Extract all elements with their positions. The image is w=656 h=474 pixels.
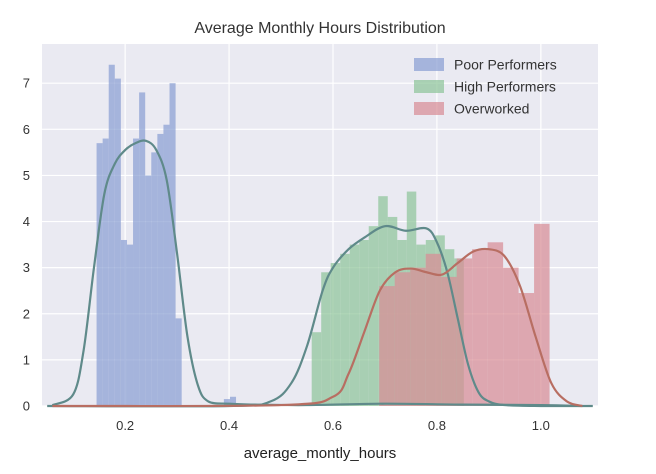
histogram-bar — [368, 226, 379, 406]
histogram-bar — [114, 78, 121, 406]
histogram-bar — [139, 92, 146, 406]
x-tick-labels: 0.2 0.4 0.6 0.8 1.0 — [116, 418, 550, 433]
legend-swatch — [414, 102, 444, 115]
histogram-bar — [503, 267, 519, 406]
y-tick-label: 5 — [23, 168, 30, 183]
legend-label: Poor Performers — [454, 57, 557, 73]
histogram-bar — [169, 83, 176, 406]
y-tick-label: 1 — [23, 352, 30, 367]
kde-curve-2 — [47, 224, 593, 408]
histogram-bar — [311, 332, 322, 406]
kde-curve-1 — [51, 139, 583, 408]
kde-curve-3 — [52, 247, 583, 408]
y-tick-label: 0 — [23, 399, 30, 414]
histogram-bar — [349, 244, 360, 406]
chart-title: Average Monthly Hours Distribution — [194, 20, 445, 37]
histogram-bar — [340, 253, 350, 406]
x-tick-label: 0.2 — [116, 418, 134, 433]
histogram-bar — [410, 267, 426, 406]
x-tick-label: 1.0 — [532, 418, 550, 433]
x-tick-label: 0.8 — [428, 418, 446, 433]
y-tick-label: 3 — [23, 260, 30, 275]
histogram-bars — [96, 64, 550, 407]
series-bars-1 — [96, 64, 237, 407]
histogram-bar — [472, 249, 488, 406]
legend-label: Overworked — [454, 101, 529, 117]
histogram-bar — [163, 124, 170, 407]
legend-label: High Performers — [454, 79, 556, 95]
y-tick-label: 7 — [23, 76, 30, 91]
histogram-bar — [126, 244, 134, 406]
legend-swatch — [414, 58, 444, 71]
histogram-bar — [456, 258, 473, 406]
y-tick-label: 2 — [23, 306, 30, 321]
histogram-bar — [487, 242, 504, 406]
histogram-bar — [330, 263, 341, 406]
histogram-bar — [229, 396, 237, 406]
kde-curves — [47, 139, 593, 408]
histogram-bar — [425, 253, 442, 406]
x-tick-label: 0.6 — [324, 418, 342, 433]
histogram-bar — [534, 223, 550, 406]
histogram-bar — [441, 276, 457, 406]
legend: Poor Performers High Performers Overworked — [414, 57, 557, 117]
histogram-bar — [321, 272, 331, 406]
histogram-bar — [379, 286, 395, 406]
histogram-bar — [175, 318, 182, 406]
histogram-bar — [120, 239, 127, 406]
histogram-bar — [157, 133, 164, 406]
histogram-bar — [394, 272, 411, 406]
histogram-bar — [151, 152, 158, 406]
histogram-bar — [108, 64, 115, 407]
histogram-bar — [133, 138, 140, 406]
x-tick-label: 0.4 — [220, 418, 238, 433]
histogram-bar — [145, 175, 152, 406]
series-bars-3 — [379, 223, 550, 406]
histogram-bar — [96, 143, 103, 407]
legend-swatch — [414, 80, 444, 93]
histogram-bar — [518, 293, 535, 406]
histogram-bar — [359, 239, 369, 406]
y-tick-label: 6 — [23, 122, 30, 137]
y-tick-labels: 0 1 2 3 4 5 6 7 — [23, 76, 30, 414]
x-axis-label: average_montly_hours — [244, 445, 397, 462]
histogram-bar — [102, 138, 109, 406]
y-tick-label: 4 — [23, 214, 30, 229]
